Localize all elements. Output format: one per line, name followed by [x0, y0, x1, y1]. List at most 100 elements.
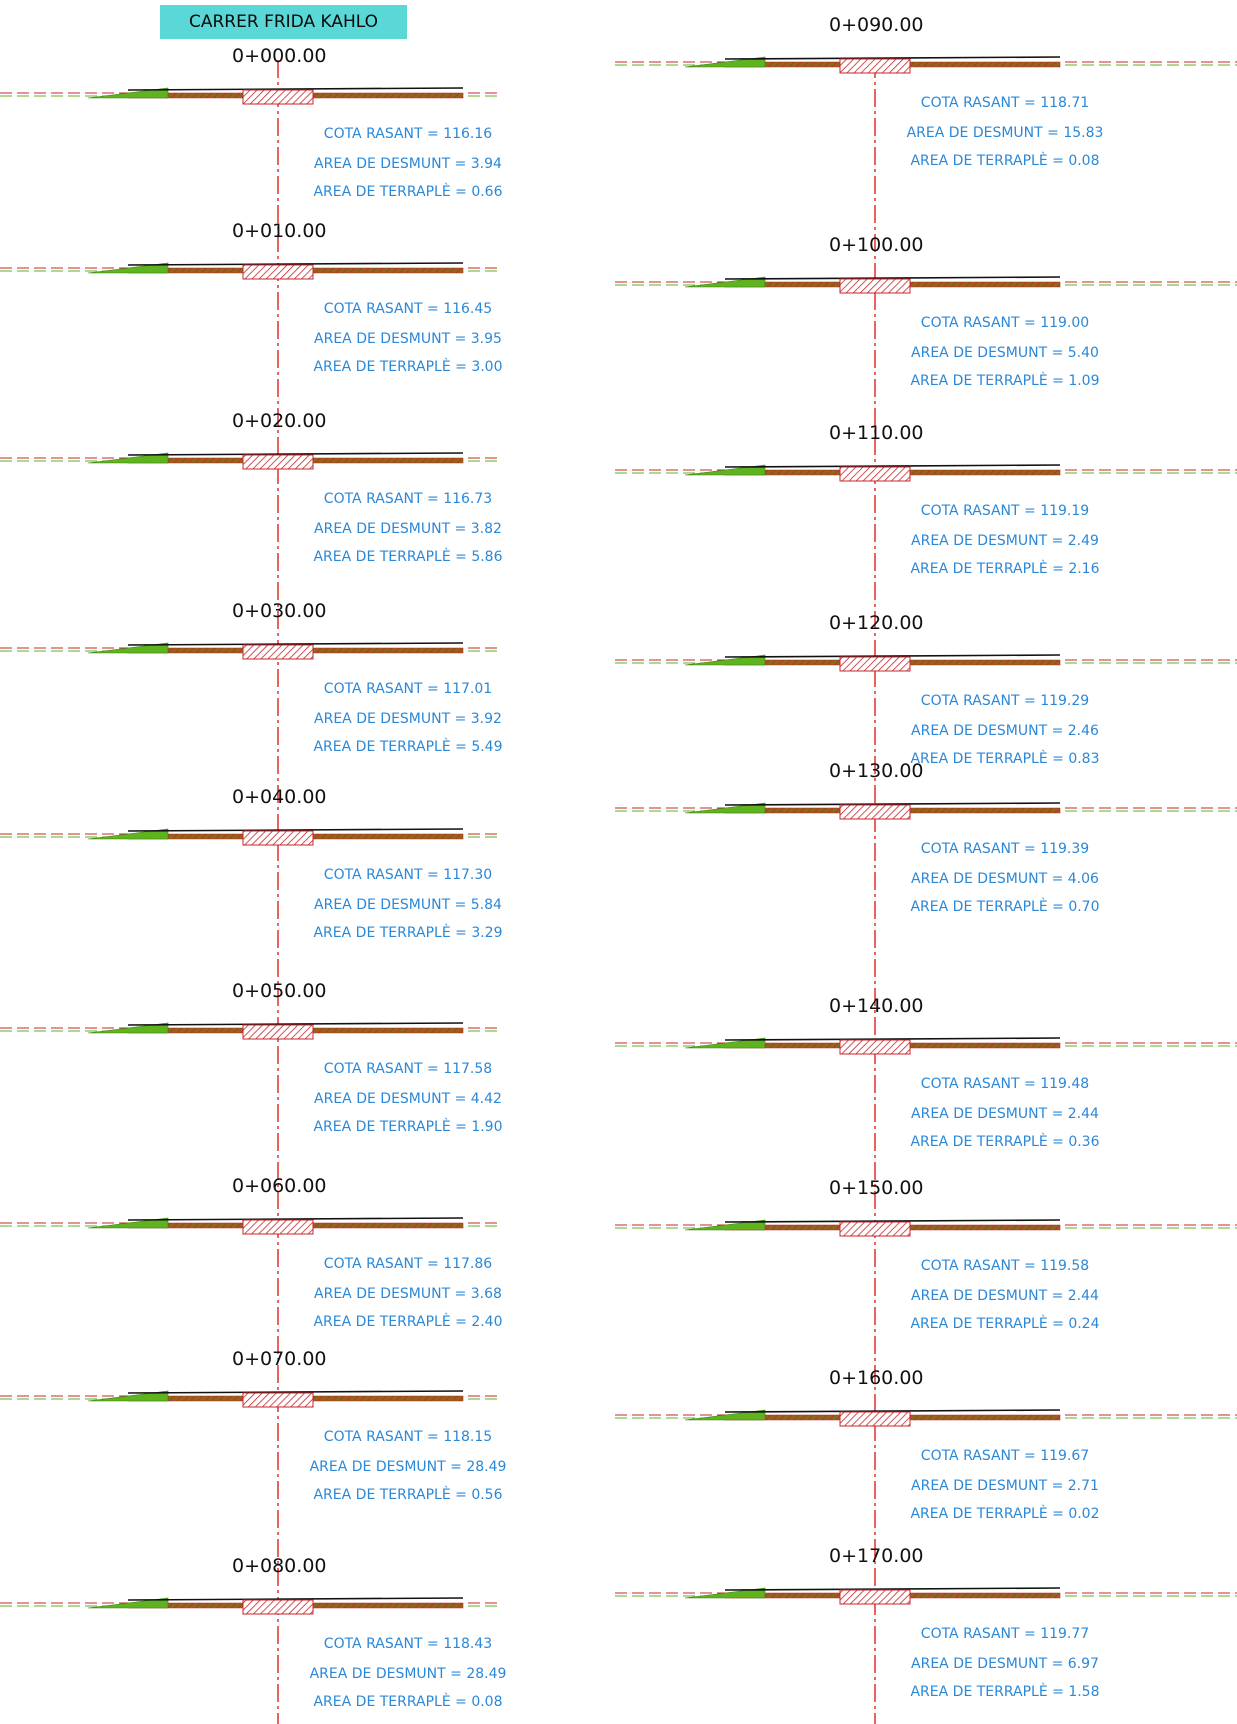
road-surface — [127, 828, 464, 832]
section-0+120.00 — [615, 654, 1237, 672]
area-terraple-label: AREA DE TERRAPLÈ = 0.02 — [910, 1506, 1100, 1522]
area-desmunt-label: AREA DE DESMUNT = 4.42 — [314, 1091, 502, 1107]
pavement-section — [242, 89, 314, 105]
area-terraple-label: AREA DE TERRAPLÈ = 5.86 — [313, 549, 503, 565]
section-0+050.00 — [0, 1022, 500, 1040]
pavement-section — [839, 1221, 911, 1237]
cota-rasant-label: COTA RASANT = 119.29 — [920, 693, 1090, 709]
section-0+090.00 — [615, 56, 1237, 74]
area-terraple-label: AREA DE TERRAPLÈ = 2.40 — [313, 1314, 503, 1330]
area-terraple-label: AREA DE TERRAPLÈ = 3.00 — [313, 359, 503, 375]
cota-rasant-label: COTA RASANT = 119.67 — [920, 1448, 1090, 1464]
area-terraple-label: AREA DE TERRAPLÈ = 1.58 — [910, 1684, 1100, 1700]
station-label: 0+040.00 — [232, 786, 327, 808]
station-label: 0+000.00 — [232, 45, 327, 67]
area-terraple-label: AREA DE TERRAPLÈ = 0.36 — [910, 1134, 1100, 1150]
station-label: 0+100.00 — [829, 234, 924, 256]
area-desmunt-label: AREA DE DESMUNT = 2.46 — [911, 723, 1099, 739]
station-label: 0+160.00 — [829, 1367, 924, 1389]
station-label: 0+140.00 — [829, 995, 924, 1017]
cota-rasant-label: COTA RASANT = 119.48 — [920, 1076, 1090, 1092]
pavement-section — [242, 1024, 314, 1040]
area-desmunt-label: AREA DE DESMUNT = 2.44 — [911, 1106, 1099, 1122]
station-label: 0+080.00 — [232, 1555, 327, 1577]
road-surface — [724, 1587, 1061, 1591]
station-label: 0+050.00 — [232, 980, 327, 1002]
road-surface — [127, 1217, 464, 1221]
area-terraple-label: AREA DE TERRAPLÈ = 0.08 — [313, 1694, 503, 1710]
road-surface — [724, 56, 1061, 60]
road-surface — [724, 276, 1061, 280]
area-desmunt-label: AREA DE DESMUNT = 3.68 — [314, 1286, 502, 1302]
section-0+020.00 — [0, 452, 500, 470]
station-label: 0+090.00 — [829, 14, 924, 36]
area-terraple-label: AREA DE TERRAPLÈ = 5.49 — [313, 739, 503, 755]
cota-rasant-label: COTA RASANT = 117.01 — [323, 681, 493, 697]
pavement-section — [839, 656, 911, 672]
cota-rasant-label: COTA RASANT = 118.71 — [920, 95, 1090, 111]
area-desmunt-label: AREA DE DESMUNT = 15.83 — [906, 125, 1104, 141]
section-0+000.00 — [0, 87, 500, 105]
area-desmunt-label: AREA DE DESMUNT = 3.94 — [314, 156, 502, 172]
station-label: 0+170.00 — [829, 1545, 924, 1567]
road-surface — [127, 87, 464, 91]
pavement-section — [242, 644, 314, 660]
area-terraple-label: AREA DE TERRAPLÈ = 1.09 — [910, 373, 1100, 389]
area-desmunt-label: AREA DE DESMUNT = 28.49 — [309, 1666, 507, 1682]
road-surface — [127, 1022, 464, 1026]
road-surface — [127, 452, 464, 456]
pavement-section — [839, 1039, 911, 1055]
station-label: 0+120.00 — [829, 612, 924, 634]
station-label: 0+010.00 — [232, 220, 327, 242]
area-desmunt-label: AREA DE DESMUNT = 4.06 — [911, 871, 1099, 887]
area-desmunt-label: AREA DE DESMUNT = 5.84 — [314, 897, 502, 913]
station-label: 0+150.00 — [829, 1177, 924, 1199]
pavement-section — [839, 58, 911, 74]
pavement-section — [839, 278, 911, 294]
pavement-section — [242, 264, 314, 280]
cota-rasant-label: COTA RASANT = 116.45 — [323, 301, 493, 317]
area-terraple-label: AREA DE TERRAPLÈ = 0.56 — [313, 1487, 503, 1503]
area-terraple-label: AREA DE TERRAPLÈ = 3.29 — [313, 925, 503, 941]
section-0+040.00 — [0, 828, 500, 846]
area-desmunt-label: AREA DE DESMUNT = 3.92 — [314, 711, 502, 727]
road-surface — [724, 1219, 1061, 1223]
road-surface — [724, 802, 1061, 806]
road-surface — [724, 1037, 1061, 1041]
cota-rasant-label: COTA RASANT = 119.77 — [920, 1626, 1090, 1642]
section-0+130.00 — [615, 802, 1237, 820]
cota-rasant-label: COTA RASANT = 117.86 — [323, 1256, 493, 1272]
road-surface — [127, 1390, 464, 1394]
section-0+150.00 — [615, 1219, 1237, 1237]
section-profiles — [0, 56, 1237, 1615]
pavement-section — [839, 804, 911, 820]
cota-rasant-label: COTA RASANT = 119.00 — [920, 315, 1090, 331]
area-terraple-label: AREA DE TERRAPLÈ = 0.83 — [910, 751, 1100, 767]
station-label: 0+030.00 — [232, 600, 327, 622]
area-desmunt-label: AREA DE DESMUNT = 2.71 — [911, 1478, 1099, 1494]
road-surface — [724, 464, 1061, 468]
station-label: 0+110.00 — [829, 422, 924, 444]
section-0+140.00 — [615, 1037, 1237, 1055]
area-terraple-label: AREA DE TERRAPLÈ = 0.24 — [910, 1316, 1100, 1332]
station-label: 0+060.00 — [232, 1175, 327, 1197]
cota-rasant-label: COTA RASANT = 117.30 — [323, 867, 493, 883]
area-desmunt-label: AREA DE DESMUNT = 3.95 — [314, 331, 502, 347]
pavement-section — [242, 1599, 314, 1615]
area-terraple-label: AREA DE TERRAPLÈ = 0.70 — [910, 899, 1100, 915]
pavement-section — [242, 1392, 314, 1408]
cota-rasant-label: COTA RASANT = 119.39 — [920, 841, 1090, 857]
pavement-section — [839, 1589, 911, 1605]
area-desmunt-label: AREA DE DESMUNT = 5.40 — [911, 345, 1099, 361]
area-desmunt-label: AREA DE DESMUNT = 2.44 — [911, 1288, 1099, 1304]
road-surface — [724, 1409, 1061, 1413]
road-surface — [127, 642, 464, 646]
area-desmunt-label: AREA DE DESMUNT = 28.49 — [309, 1459, 507, 1475]
cota-rasant-label: COTA RASANT = 119.19 — [920, 503, 1090, 519]
pavement-section — [242, 830, 314, 846]
road-surface — [127, 1597, 464, 1601]
section-0+160.00 — [615, 1409, 1237, 1427]
cota-rasant-label: COTA RASANT = 116.73 — [323, 491, 493, 507]
road-surface — [724, 654, 1061, 658]
